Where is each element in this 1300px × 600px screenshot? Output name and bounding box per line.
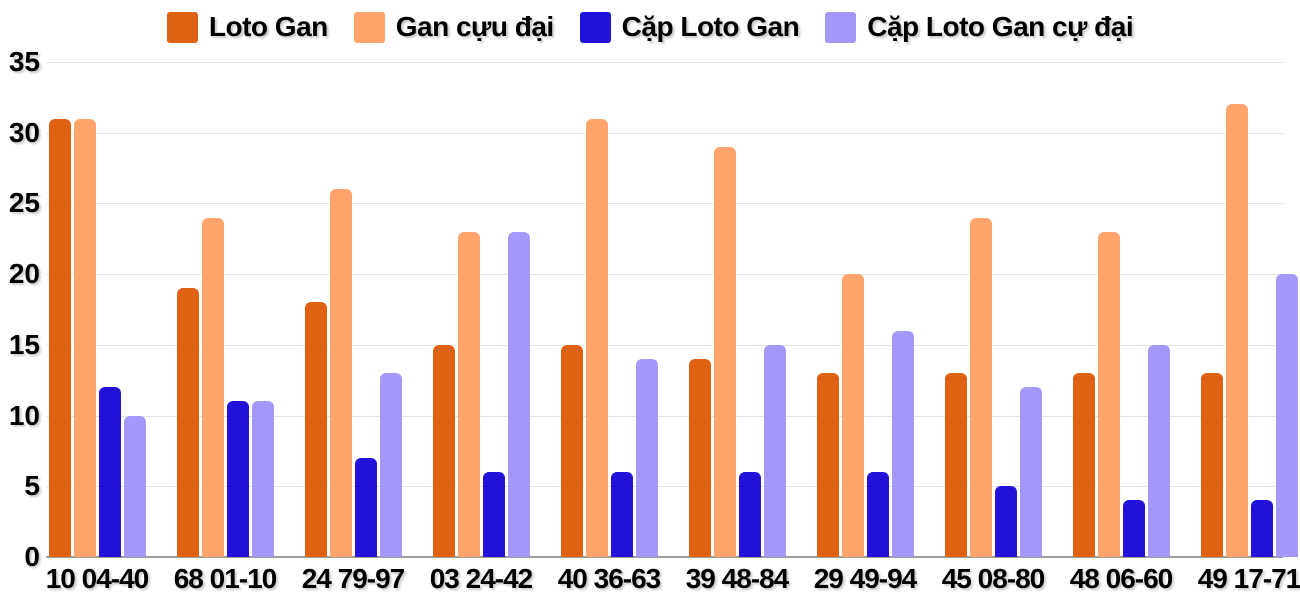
legend-item-4[interactable]: Cặp Loto Gan cự đại [825,11,1134,43]
legend-item-3[interactable]: Cặp Loto Gan [579,11,800,43]
bar-cặp-loto-gan-cự-đại-group-5 [636,359,658,557]
gridline-10 [46,416,1283,417]
bar-loto-gan-group-1 [49,118,71,557]
x-axis-line [46,556,1283,558]
bar-gan-cựu-đại-group-6 [714,146,736,557]
legend-swatch-icon [579,11,611,43]
x-axis-tick-6: 39 48-84 [685,563,790,594]
y-axis-tick-25: 25 [8,187,40,218]
bar-gan-cựu-đại-group-3 [330,189,352,557]
bar-cặp-loto-gan-cự-đại-group-9 [1148,344,1170,557]
y-axis-tick-35: 35 [8,46,40,77]
legend-item-1[interactable]: Loto Gan [166,11,328,43]
gridline-25 [46,203,1283,204]
bar-gan-cựu-đại-group-8 [970,217,992,557]
y-axis-tick-30: 30 [8,117,40,148]
x-axis-tick-1: 10 04-40 [45,563,150,594]
bar-cặp-loto-gan-cự-đại-group-2 [252,401,274,557]
bar-gan-cựu-đại-group-1 [74,118,96,557]
x-axis-tick-2: 68 01-10 [173,563,278,594]
gridline-35 [46,62,1283,63]
y-axis-tick-5: 5 [24,470,40,501]
bar-cặp-loto-gan-group-8 [995,486,1017,557]
y-axis-tick-15: 15 [8,329,40,360]
legend-swatch-icon [825,11,857,43]
bar-gan-cựu-đại-group-4 [458,231,480,557]
x-axis-tick-9: 48 06-60 [1069,563,1174,594]
bar-cặp-loto-gan-group-2 [227,401,249,557]
legend-swatch-icon [353,11,385,43]
bar-loto-gan-group-9 [1073,373,1095,557]
legend-label: Cặp Loto Gan [621,11,800,42]
bar-cặp-loto-gan-group-6 [739,472,761,557]
bar-loto-gan-group-2 [177,288,199,557]
x-axis-tick-3: 24 79-97 [301,563,406,594]
bar-cặp-loto-gan-cự-đại-group-8 [1020,387,1042,557]
bar-cặp-loto-gan-group-3 [355,458,377,557]
legend-label: Gan cựu đại [395,11,554,42]
y-axis-tick-0: 0 [24,541,40,572]
bar-gan-cựu-đại-group-5 [586,118,608,557]
bar-cặp-loto-gan-cự-đại-group-10 [1276,274,1298,557]
bar-cặp-loto-gan-cự-đại-group-3 [380,373,402,557]
x-axis-tick-7: 29 49-94 [813,563,918,594]
bar-loto-gan-group-7 [817,373,839,557]
legend-label: Loto Gan [208,11,328,42]
x-axis-tick-4: 03 24-42 [429,563,534,594]
bar-loto-gan-group-5 [561,344,583,557]
legend-swatch-icon [166,11,198,43]
legend-label: Cặp Loto Gan cự đại [867,11,1134,42]
bar-loto-gan-group-3 [305,302,327,557]
bar-gan-cựu-đại-group-10 [1226,104,1248,557]
bar-cặp-loto-gan-cự-đại-group-6 [764,344,786,557]
x-axis-tick-10: 49 17-71 [1197,563,1300,594]
y-axis-tick-10: 10 [8,400,40,431]
y-axis-tick-20: 20 [8,258,40,289]
bar-cặp-loto-gan-group-7 [867,472,889,557]
gridline-15 [46,345,1283,346]
bar-cặp-loto-gan-group-1 [99,387,121,557]
bar-loto-gan-group-10 [1201,373,1223,557]
x-axis-tick-8: 45 08-80 [941,563,1046,594]
bar-gan-cựu-đại-group-7 [842,274,864,557]
bar-gan-cựu-đại-group-2 [202,217,224,557]
gridline-30 [46,133,1283,134]
gridline-5 [46,486,1283,487]
bar-cặp-loto-gan-group-10 [1251,500,1273,557]
bar-loto-gan-group-4 [433,344,455,557]
bar-loto-gan-group-6 [689,359,711,557]
x-axis-tick-5: 40 36-63 [557,563,662,594]
bar-gan-cựu-đại-group-9 [1098,231,1120,557]
bar-cặp-loto-gan-cự-đại-group-7 [892,330,914,557]
bar-cặp-loto-gan-group-4 [483,472,505,557]
bar-cặp-loto-gan-cự-đại-group-4 [508,231,530,557]
bar-loto-gan-group-8 [945,373,967,557]
legend-item-2[interactable]: Gan cựu đại [353,11,554,43]
bar-cặp-loto-gan-group-9 [1123,500,1145,557]
chart-legend: Loto Gan Gan cựu đại Cặp Loto Gan Cặp Loto … [0,11,1300,43]
bar-cặp-loto-gan-group-5 [611,472,633,557]
bar-cặp-loto-gan-cự-đại-group-1 [124,415,146,557]
gridline-20 [46,274,1283,275]
